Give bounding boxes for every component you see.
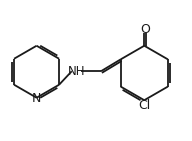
Text: NH: NH <box>67 65 85 78</box>
Text: Cl: Cl <box>138 99 150 112</box>
Text: O: O <box>140 23 150 36</box>
Text: N: N <box>32 92 41 105</box>
